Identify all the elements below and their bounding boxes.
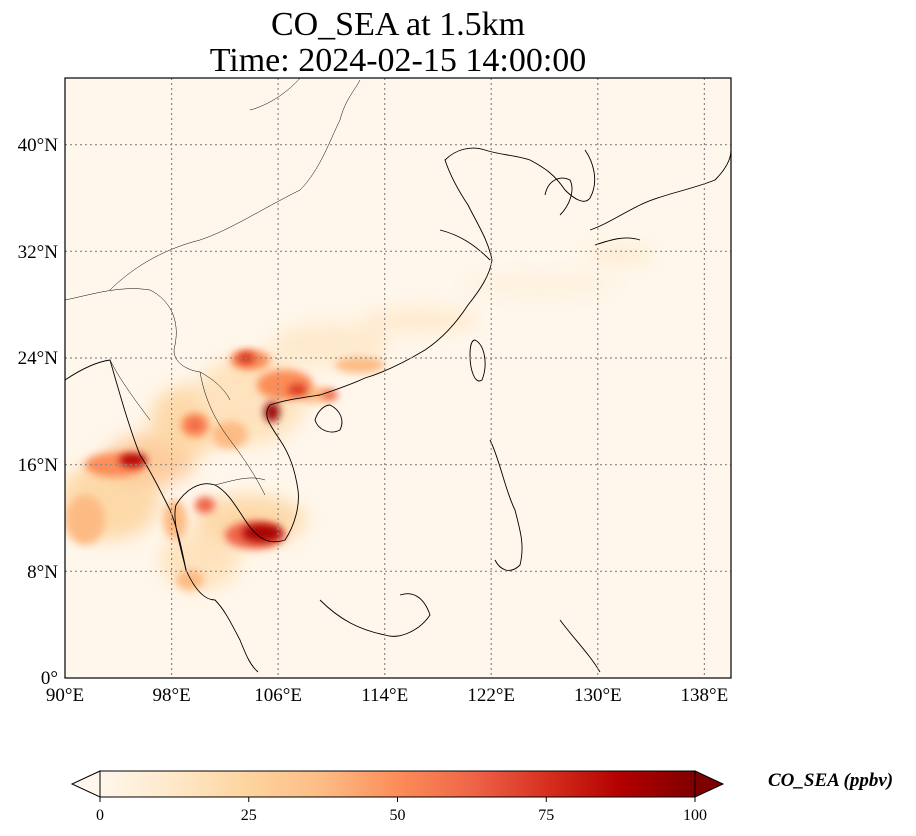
lon-tick-labels: 90°E 98°E 106°E 114°E 122°E 130°E 138°E	[46, 685, 728, 706]
colorbar-tick-label: 100	[683, 807, 707, 824]
lon-tick-label: 138°E	[681, 685, 729, 706]
map-background	[65, 78, 731, 678]
lat-tick-label: 8°N	[27, 562, 58, 583]
lon-tick-label: 114°E	[361, 685, 408, 706]
colorbar-extend-high	[694, 770, 725, 798]
lat-tick-label: 32°N	[18, 242, 59, 263]
colorbar: 0 25 50 75 100	[70, 770, 725, 824]
colorbar-tick-label: 50	[390, 807, 406, 824]
map-frame	[64, 77, 732, 679]
country-borders	[65, 78, 361, 496]
lat-tick-label: 16°N	[18, 455, 59, 476]
colorbar-tick-label: 0	[96, 807, 104, 824]
lon-tick-label: 90°E	[46, 685, 84, 706]
gridlines	[65, 78, 731, 678]
coastlines	[65, 147, 731, 673]
lon-tick-label: 98°E	[152, 685, 190, 706]
lat-tick-label: 0°	[41, 668, 58, 689]
lat-tick-label: 40°N	[18, 135, 59, 156]
lon-tick-label: 106°E	[254, 685, 302, 706]
lon-tick-label: 122°E	[467, 685, 515, 706]
colorbar-extend-low	[70, 770, 101, 798]
lon-tick-label: 130°E	[574, 685, 622, 706]
map-title-line2: Time: 2024-02-15 14:00:00	[209, 42, 587, 79]
colorbar-label: CO_SEA (ppbv)	[768, 770, 894, 791]
map-title-line1: CO_SEA at 1.5km	[270, 6, 526, 43]
colorbar-tick-label: 25	[241, 807, 257, 824]
colorbar-gradient	[100, 771, 695, 797]
lat-tick-label: 24°N	[18, 348, 59, 369]
colorbar-tick-label: 75	[538, 807, 554, 824]
lat-tick-labels: 40°N 32°N 24°N 16°N 8°N 0°	[18, 135, 59, 689]
